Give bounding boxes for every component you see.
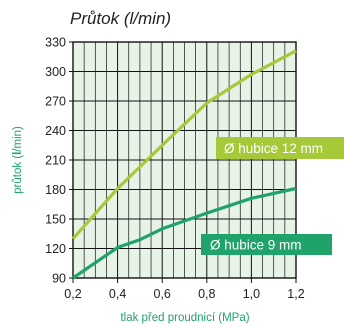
y-tick-label: 240 bbox=[45, 124, 66, 138]
x-tick-label: 1,2 bbox=[287, 287, 304, 301]
x-axis-label: tlak před proudnicí (MPa) bbox=[120, 312, 249, 324]
y-tick-label: 120 bbox=[45, 242, 66, 256]
series-line-1 bbox=[71, 49, 297, 240]
x-tick-label: 0,2 bbox=[64, 287, 81, 301]
y-tick-label: 330 bbox=[45, 36, 66, 50]
series-label-2: Ø hubice 9 mm bbox=[210, 238, 302, 253]
y-tick-label: 90 bbox=[52, 272, 66, 286]
y-tick-label: 300 bbox=[45, 65, 66, 79]
y-tick-label: 150 bbox=[45, 213, 66, 227]
series-label-box-1 bbox=[216, 137, 344, 159]
series-line-2 bbox=[72, 186, 297, 280]
y-tick-label: 270 bbox=[45, 95, 66, 109]
x-tick-label: 0,8 bbox=[198, 287, 215, 301]
y-tick-label: 180 bbox=[45, 183, 66, 197]
series-label-box-2 bbox=[201, 234, 332, 255]
series-label-1: Ø hubice 12 mm bbox=[224, 141, 323, 156]
y-axis-label: průtok (l/min) bbox=[12, 126, 24, 194]
plot-area: 90 120 150 180 210 240 270 300 330 0,2 0,4 0,6 0,8 1,… bbox=[45, 36, 305, 302]
x-tick-label: 1,0 bbox=[243, 287, 260, 301]
chart-title: Průtok (l/min) bbox=[70, 9, 171, 28]
x-tick-label: 0,6 bbox=[154, 287, 171, 301]
x-tick-label: 0,4 bbox=[109, 287, 126, 301]
y-tick-label: 210 bbox=[45, 154, 66, 168]
